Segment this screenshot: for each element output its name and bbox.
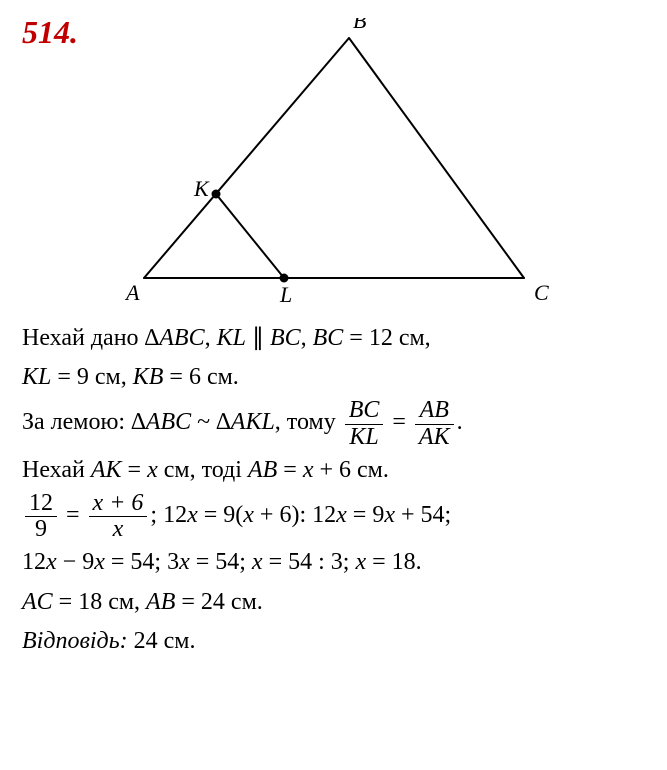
txt: − 9 xyxy=(57,549,95,575)
svg-text:A: A xyxy=(124,280,140,305)
answer-line: Відповідь: 24 см. xyxy=(22,623,645,660)
parallel-symbol: ∥ xyxy=(246,325,270,351)
den: x xyxy=(113,516,124,542)
num: 12 xyxy=(25,491,57,516)
txt: 12 xyxy=(22,549,46,575)
txt: см, тоді xyxy=(158,457,248,483)
fraction-BC-KL: BC KL xyxy=(345,398,384,449)
calc-line2: 12x − 9x = 54; 3x = 54; x = 54 : 3; x = … xyxy=(22,544,645,581)
var-AC: AC xyxy=(22,589,53,615)
txt: , xyxy=(301,325,313,351)
txt: . xyxy=(457,410,463,436)
answer-label: Відповідь: xyxy=(22,628,128,654)
txt: + 54; xyxy=(395,502,451,528)
var-AK: AK xyxy=(91,457,122,483)
var-x: x xyxy=(303,457,314,483)
svg-text:B: B xyxy=(353,18,366,33)
var-x: x xyxy=(179,549,190,575)
solution-text: Нехай дано ∆ABC, KL ∥ BC, BC = 12 см, KL… xyxy=(22,320,645,660)
txt: + 6): 12 xyxy=(254,502,336,528)
var-x: x xyxy=(147,457,158,483)
var-BC: BC xyxy=(270,325,301,351)
var-x: x xyxy=(355,549,366,575)
txt: = 9 см, xyxy=(51,364,132,390)
den: KL xyxy=(345,424,384,450)
problem-number: 514. xyxy=(22,14,78,51)
txt: = 54; 3 xyxy=(105,549,179,575)
svg-text:L: L xyxy=(279,282,292,307)
txt: , xyxy=(205,325,217,351)
var-x: x xyxy=(336,502,347,528)
txt: Нехай xyxy=(22,457,91,483)
var-BC: BC xyxy=(313,325,344,351)
txt: ; 12 xyxy=(150,502,187,528)
den: AK xyxy=(415,424,454,450)
similar-symbol: ~ ∆ xyxy=(191,410,231,436)
den: 9 xyxy=(25,516,57,542)
txt: = xyxy=(60,502,86,528)
var-KL: KL xyxy=(217,325,246,351)
txt: = xyxy=(386,410,412,436)
fraction-12-9: 12 9 xyxy=(25,491,57,542)
txt: = xyxy=(277,457,303,483)
var-x: x xyxy=(243,502,254,528)
var-x: x xyxy=(252,549,263,575)
var-KL: KL xyxy=(22,364,51,390)
result-line: AC = 18 см, AB = 24 см. xyxy=(22,584,645,621)
var-ABC: ABC xyxy=(159,325,204,351)
var-KB: KB xyxy=(133,364,164,390)
num: BC xyxy=(345,398,384,423)
svg-text:C: C xyxy=(534,280,549,305)
triangle-diagram: A B C K L xyxy=(22,18,645,308)
txt: = 54; xyxy=(190,549,252,575)
txt: Нехай дано ∆ xyxy=(22,325,159,351)
txt: + 6 см. xyxy=(313,457,388,483)
given-line1: Нехай дано ∆ABC, KL ∥ BC, BC = 12 см, xyxy=(22,320,645,357)
var-AKL: AKL xyxy=(231,410,275,436)
txt: = xyxy=(122,457,148,483)
txt: = 18 см, xyxy=(53,589,146,615)
lemma-line: За лемою: ∆ABC ~ ∆AKL, тому BC KL = AB A… xyxy=(22,398,645,449)
txt: = 24 см. xyxy=(175,589,262,615)
answer-value: 24 см. xyxy=(128,628,196,654)
var-x: x xyxy=(187,502,198,528)
calc-line1: 12 9 = x + 6 x ; 12x = 9(x + 6): 12x = 9… xyxy=(22,491,645,542)
triangle-svg: A B C K L xyxy=(84,18,584,308)
txt: = 6 см. xyxy=(163,364,238,390)
var-AB: AB xyxy=(146,589,175,615)
txt: За лемою: ∆ xyxy=(22,410,146,436)
let-line: Нехай AK = x см, тоді AB = x + 6 см. xyxy=(22,452,645,489)
fraction-AB-AK: AB AK xyxy=(415,398,454,449)
var-x: x xyxy=(46,549,57,575)
txt: = 54 : 3; xyxy=(263,549,356,575)
var-x: x xyxy=(384,502,395,528)
txt: = 9( xyxy=(198,502,244,528)
txt: = 12 см, xyxy=(343,325,430,351)
txt: = 18. xyxy=(366,549,422,575)
given-line2: KL = 9 см, KB = 6 см. xyxy=(22,359,645,396)
var-AB: AB xyxy=(248,457,277,483)
var-x: x xyxy=(94,549,105,575)
var-ABC: ABC xyxy=(146,410,191,436)
txt: , тому xyxy=(275,410,342,436)
num: x + 6 xyxy=(93,490,144,516)
fraction-xp6-x: x + 6 x xyxy=(89,491,148,542)
svg-text:K: K xyxy=(193,176,210,201)
txt: = 9 xyxy=(347,502,385,528)
num: AB xyxy=(415,398,454,423)
